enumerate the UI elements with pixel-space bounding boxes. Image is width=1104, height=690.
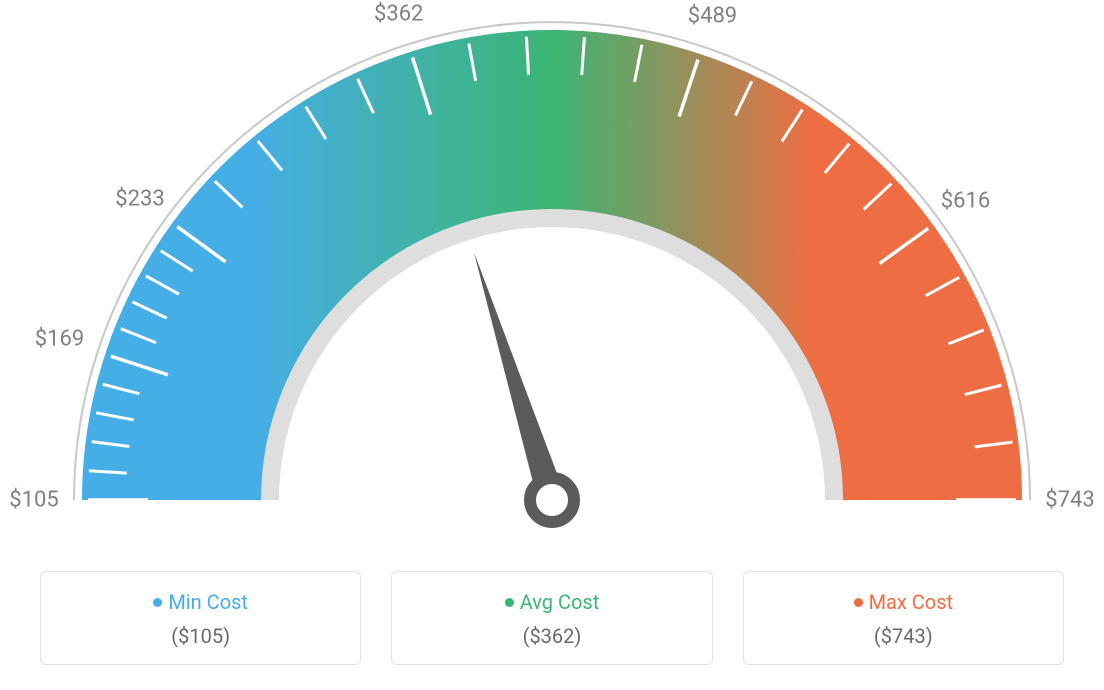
- gauge-svg: [0, 0, 1104, 560]
- gauge-tick-label: $743: [1045, 488, 1094, 513]
- legend-min-value: ($105): [51, 624, 350, 648]
- dot-icon: [505, 598, 514, 607]
- legend-max-value: ($743): [754, 624, 1053, 648]
- legend-card-max: Max Cost ($743): [743, 571, 1064, 665]
- legend-card-avg: Avg Cost ($362): [391, 571, 712, 665]
- legend-card-min: Min Cost ($105): [40, 571, 361, 665]
- legend-avg-value: ($362): [402, 624, 701, 648]
- legend-avg-label-text: Avg Cost: [520, 590, 600, 614]
- gauge-tick-label: $362: [374, 1, 423, 26]
- legend-min-label-text: Min Cost: [168, 590, 248, 614]
- legend-row: Min Cost ($105) Avg Cost ($362) Max Cost…: [40, 571, 1064, 665]
- legend-max-label-text: Max Cost: [869, 590, 954, 614]
- chart-container: $105 $169 $233 $362 $489 $616 $743 Min Cost ($…: [0, 0, 1104, 690]
- gauge: $105 $169 $233 $362 $489 $616 $743: [0, 0, 1104, 560]
- gauge-tick-label: $489: [688, 3, 737, 28]
- legend-min-label: Min Cost: [51, 590, 350, 614]
- dot-icon: [153, 598, 162, 607]
- gauge-tick-label: $233: [115, 187, 164, 212]
- gauge-tick-label: $169: [35, 327, 84, 352]
- dot-icon: [854, 598, 863, 607]
- gauge-tick-label: $105: [9, 488, 58, 513]
- gauge-tick-label: $616: [941, 189, 990, 214]
- legend-avg-label: Avg Cost: [402, 590, 701, 614]
- legend-max-label: Max Cost: [754, 590, 1053, 614]
